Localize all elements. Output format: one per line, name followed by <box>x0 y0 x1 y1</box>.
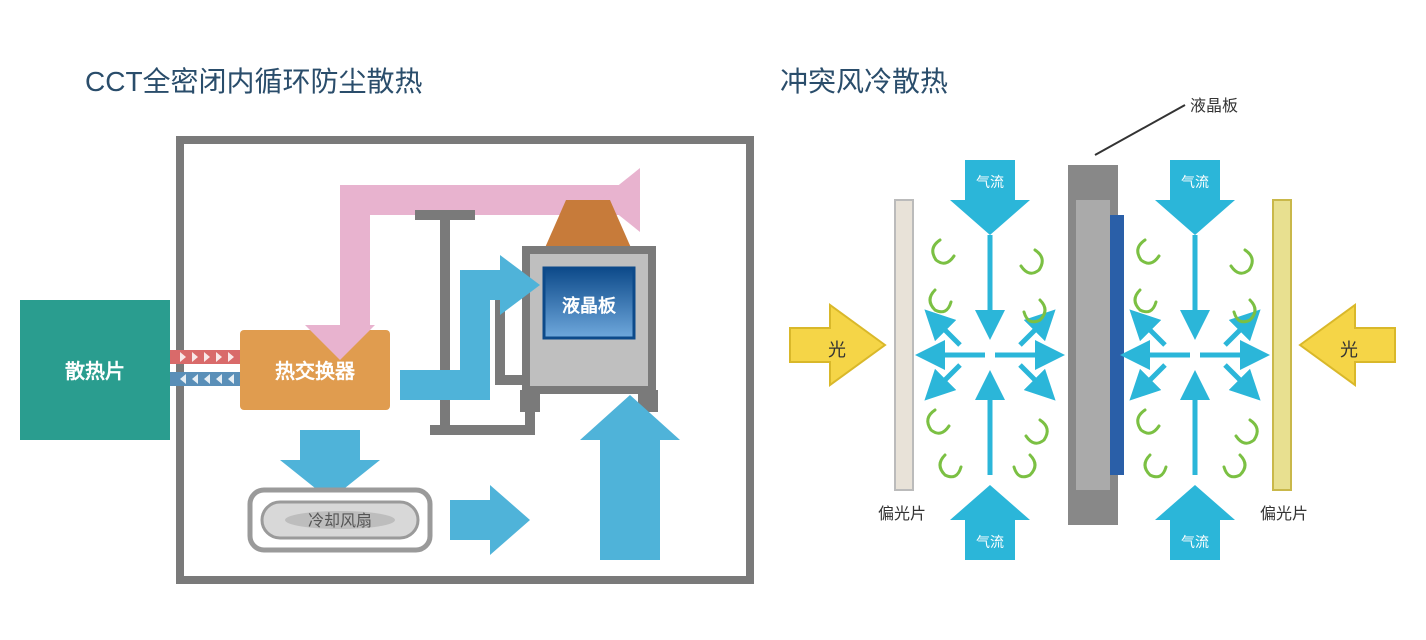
airflow-br: 气流 <box>1181 532 1209 552</box>
fan-right-arrow <box>450 485 530 555</box>
heatsink-label: 散热片 <box>65 359 125 383</box>
airflow-tl: 气流 <box>976 172 1004 192</box>
lcd-label: 液晶板 <box>562 295 617 316</box>
polarizer-right-label: 偏光片 <box>1260 500 1308 524</box>
exchanger-label: 热交换器 <box>275 359 356 383</box>
polarizer-left-label: 偏光片 <box>878 500 926 524</box>
airflow-tr: 气流 <box>1181 172 1209 192</box>
light-left-label: 光 <box>828 336 846 362</box>
right-diagram <box>790 105 1395 560</box>
light-right-label: 光 <box>1340 336 1358 362</box>
airflow-bl: 气流 <box>976 532 1004 552</box>
blue-return-arrow <box>580 395 680 560</box>
lcd-panel-label: 液晶板 <box>1190 92 1238 116</box>
fan-label: 冷却风扇 <box>308 512 372 530</box>
